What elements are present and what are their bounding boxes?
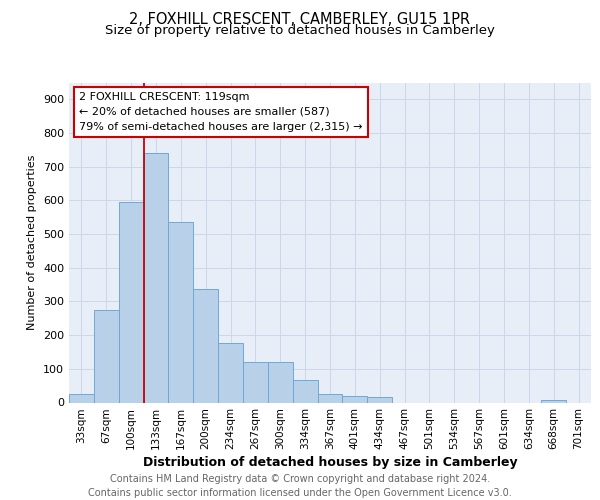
Bar (268, 362, 293, 403)
Text: 2 FOXHILL CRESCENT: 119sqm
← 20% of detached houses are smaller (587)
79% of sem: 2 FOXHILL CRESCENT: 119sqm ← 20% of deta… (79, 92, 363, 132)
Bar (119, 202, 143, 402)
Bar (193, 288, 218, 403)
Bar (293, 380, 317, 402)
Bar (243, 362, 268, 403)
Bar (218, 342, 243, 402)
X-axis label: Distribution of detached houses by size in Camberley: Distribution of detached houses by size … (143, 456, 517, 469)
Y-axis label: Number of detached properties: Number of detached properties (28, 155, 37, 330)
Bar (367, 398, 392, 402)
Bar (317, 394, 343, 402)
Bar (94, 310, 119, 402)
Bar (143, 153, 169, 402)
Bar (541, 400, 566, 402)
Text: 2, FOXHILL CRESCENT, CAMBERLEY, GU15 1PR: 2, FOXHILL CRESCENT, CAMBERLEY, GU15 1PR (130, 12, 470, 28)
Text: Contains HM Land Registry data © Crown copyright and database right 2024.
Contai: Contains HM Land Registry data © Crown c… (88, 474, 512, 498)
Bar (69, 394, 94, 402)
Text: Size of property relative to detached houses in Camberley: Size of property relative to detached ho… (105, 24, 495, 37)
Bar (169, 222, 193, 402)
Bar (343, 396, 367, 402)
